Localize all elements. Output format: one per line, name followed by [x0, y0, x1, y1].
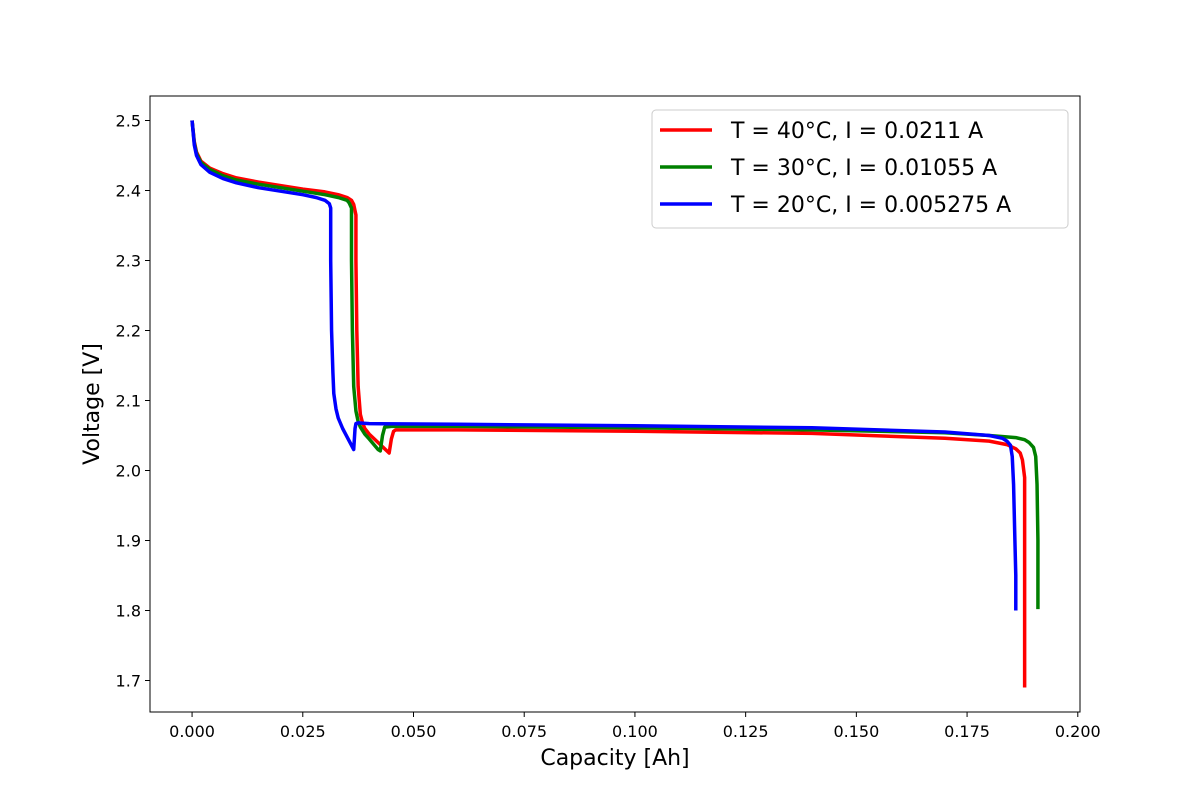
legend-label-2: T = 20°C, I = 0.005275 A	[730, 193, 1011, 218]
y-tick-label: 2.4	[116, 182, 141, 201]
y-tick-label: 2.1	[116, 392, 141, 411]
series-line-2	[190, 120, 1018, 611]
x-axis-ticks: 0.000 0.025 0.050 0.075 0.100 0.125 0.150 0.175…	[169, 712, 1101, 741]
y-tick-label: 2.3	[116, 252, 141, 271]
legend-label-0: T = 40°C, I = 0.0211 A	[730, 119, 983, 144]
x-tick-label: 0.000	[169, 722, 215, 741]
legend-box	[651, 109, 1069, 229]
x-tick-label: 0.125	[723, 722, 769, 741]
x-tick-label: 0.200	[1055, 722, 1101, 741]
y-tick-label: 2.5	[116, 112, 141, 131]
y-tick-label: 1.8	[116, 602, 141, 621]
legend-label-1: T = 30°C, I = 0.01055 A	[730, 156, 997, 181]
x-tick-label: 0.075	[501, 722, 547, 741]
x-axis-label: Capacity [Ah]	[540, 746, 689, 771]
legend: T = 40°C, I = 0.0211 A T = 30°C, I = 0.01…	[651, 109, 1069, 229]
y-axis-ticks: 1.7 1.8 1.9 2.0 2.1 2.2 2.3 2.4 2.5	[116, 112, 150, 691]
y-axis-label: Voltage [V]	[80, 343, 105, 465]
x-tick-label: 0.050	[391, 722, 437, 741]
y-tick-label: 2.0	[116, 462, 141, 481]
x-tick-label: 0.025	[280, 722, 326, 741]
y-tick-label: 1.7	[116, 672, 141, 691]
plot-lines	[190, 120, 1040, 688]
x-tick-label: 0.100	[612, 722, 658, 741]
y-tick-label: 2.2	[116, 322, 141, 341]
plot-frame	[149, 95, 1081, 713]
series-line-1	[190, 120, 1040, 610]
y-tick-label: 1.9	[116, 532, 141, 551]
x-tick-label: 0.175	[944, 722, 990, 741]
x-tick-label: 0.150	[833, 722, 879, 741]
